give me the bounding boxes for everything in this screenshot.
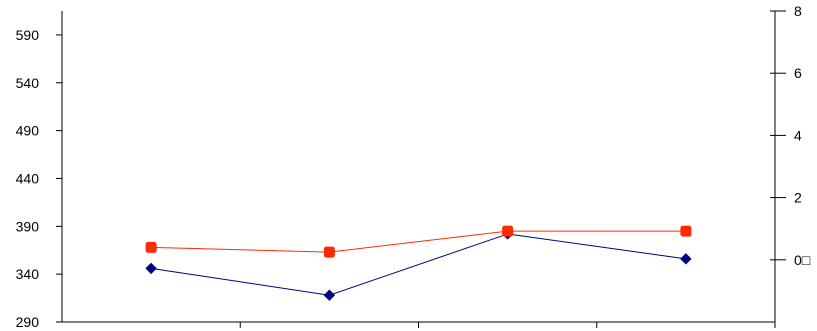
left-tick-label: 490 [16, 123, 40, 139]
series-2-point [323, 246, 335, 258]
right-axis-ticks: 0□ 2 4 6 8 [770, 3, 811, 268]
series-2-point [145, 241, 157, 253]
series-1-line [151, 233, 686, 296]
series-2-point [680, 225, 692, 237]
series-2-line [151, 230, 686, 253]
right-tick-label: 2 [794, 190, 802, 206]
left-tick-label: 390 [16, 218, 40, 234]
left-tick-label: 290 [16, 314, 40, 330]
series-1-point [323, 289, 336, 301]
left-tick-label: 340 [16, 266, 40, 282]
left-tick-label: 540 [16, 75, 40, 91]
x-axis-ticks [239, 322, 776, 328]
left-tick-label: 440 [16, 170, 40, 186]
left-tick-label: 590 [16, 27, 40, 43]
right-tick-label: 6 [794, 65, 802, 81]
right-tick-label: 8 [794, 3, 802, 19]
left-axis-ticks: 290 340 390 440 490 540 590 [16, 27, 62, 330]
series-2-point [502, 225, 514, 237]
series-layer [145, 225, 692, 301]
right-tick-label: 0□ [794, 252, 811, 268]
series-1-point [680, 253, 692, 265]
series-1-point [145, 262, 157, 275]
right-tick-label: 4 [794, 127, 802, 143]
